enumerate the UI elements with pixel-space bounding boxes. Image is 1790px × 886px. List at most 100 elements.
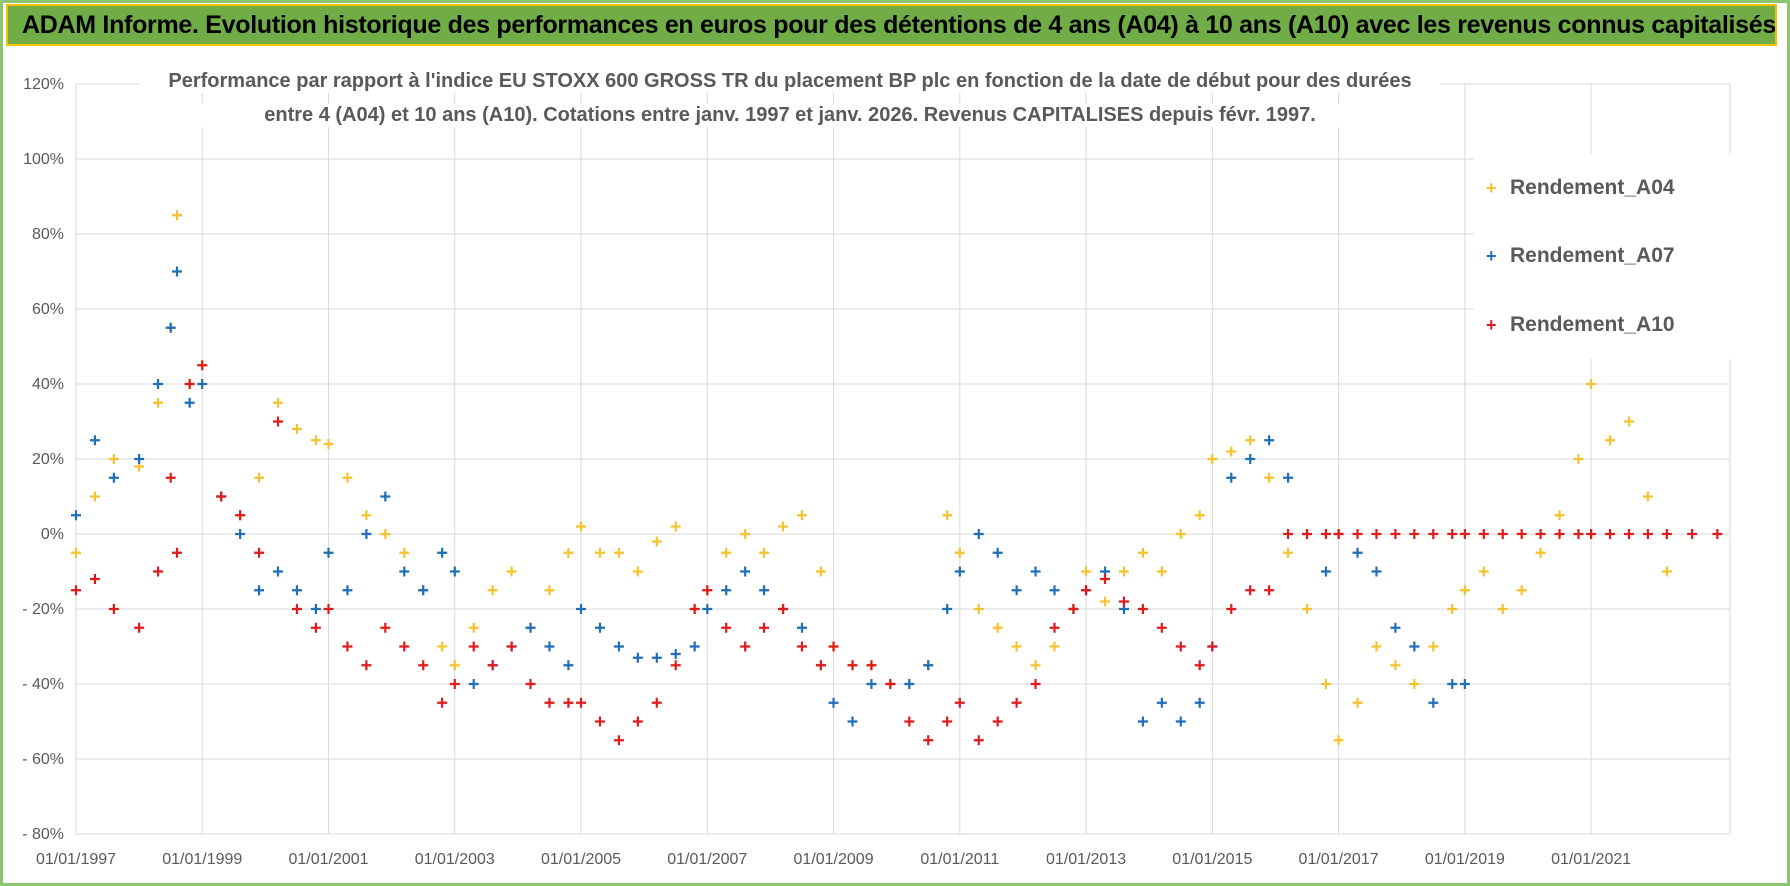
data-point bbox=[828, 641, 839, 652]
data-point bbox=[1642, 529, 1653, 539]
data-point bbox=[670, 660, 681, 671]
x-tick-label: 01/01/2013 bbox=[1046, 851, 1126, 868]
data-point bbox=[380, 491, 391, 502]
data-point bbox=[651, 697, 662, 708]
data-point bbox=[172, 266, 183, 277]
legend-label-a07: Rendement_A07 bbox=[1510, 244, 1675, 267]
data-point bbox=[291, 604, 302, 614]
plus-marker-icon: + bbox=[1486, 246, 1497, 266]
data-point bbox=[1175, 641, 1186, 652]
data-point bbox=[1428, 529, 1439, 539]
data-point bbox=[153, 566, 164, 577]
x-tick-label: 01/01/1997 bbox=[36, 851, 116, 868]
data-point bbox=[437, 547, 448, 558]
data-point bbox=[1605, 435, 1616, 446]
data-point bbox=[1390, 529, 1401, 539]
data-point bbox=[796, 641, 807, 652]
data-point bbox=[1459, 529, 1470, 539]
data-point bbox=[1049, 641, 1060, 652]
data-point bbox=[323, 604, 334, 614]
data-point bbox=[1100, 596, 1111, 607]
data-point bbox=[1226, 604, 1237, 614]
data-point bbox=[108, 454, 119, 464]
data-point bbox=[1447, 529, 1458, 539]
y-tick-label: 40% bbox=[32, 376, 64, 393]
plus-marker-icon: + bbox=[1486, 178, 1497, 198]
y-tick-label: 0% bbox=[41, 526, 64, 543]
data-point bbox=[1554, 529, 1565, 539]
data-point bbox=[815, 566, 826, 577]
data-point bbox=[594, 622, 605, 633]
y-tick-label: 60% bbox=[32, 301, 64, 318]
data-point bbox=[235, 529, 246, 539]
x-tick-label: 01/01/2009 bbox=[794, 851, 874, 868]
data-point bbox=[1623, 416, 1634, 427]
data-point bbox=[1030, 566, 1041, 577]
data-point bbox=[418, 585, 429, 596]
data-point bbox=[576, 697, 587, 708]
data-point bbox=[1156, 697, 1167, 708]
data-point bbox=[866, 660, 877, 671]
data-point bbox=[449, 566, 460, 577]
data-point bbox=[1535, 547, 1546, 558]
data-point bbox=[342, 641, 353, 652]
data-point bbox=[1245, 454, 1256, 464]
data-point bbox=[1333, 529, 1344, 539]
data-point bbox=[721, 622, 732, 633]
data-point bbox=[468, 679, 479, 689]
data-point bbox=[1245, 585, 1256, 596]
data-point bbox=[310, 435, 321, 446]
data-point bbox=[487, 660, 498, 671]
data-point bbox=[954, 547, 965, 558]
data-point bbox=[1447, 604, 1458, 614]
data-point bbox=[1586, 379, 1597, 389]
data-point bbox=[942, 510, 953, 521]
legend-label-a10: Rendement_A10 bbox=[1510, 313, 1675, 336]
data-point bbox=[1283, 547, 1294, 558]
data-point bbox=[973, 529, 984, 539]
data-point bbox=[594, 716, 605, 727]
data-point bbox=[254, 472, 265, 483]
data-point bbox=[1447, 679, 1458, 689]
data-point bbox=[1478, 529, 1489, 539]
data-point bbox=[1264, 435, 1275, 446]
data-point bbox=[273, 397, 284, 408]
data-point bbox=[1459, 679, 1470, 689]
data-point bbox=[1605, 529, 1616, 539]
data-point bbox=[1535, 529, 1546, 539]
data-point bbox=[1428, 641, 1439, 652]
y-tick-label: - 20% bbox=[22, 601, 64, 618]
data-point bbox=[885, 679, 896, 689]
data-point bbox=[172, 210, 183, 221]
data-point bbox=[1302, 604, 1313, 614]
data-point bbox=[1156, 622, 1167, 633]
data-point bbox=[1371, 641, 1382, 652]
data-point bbox=[1030, 660, 1041, 671]
y-tick-label: 100% bbox=[23, 151, 64, 168]
data-point bbox=[1207, 641, 1218, 652]
data-point bbox=[689, 604, 700, 614]
x-tick-label: 01/01/2019 bbox=[1425, 851, 1505, 868]
data-point bbox=[1194, 510, 1205, 521]
data-point bbox=[1156, 566, 1167, 577]
y-tick-label: 120% bbox=[23, 76, 64, 93]
x-tick-label: 01/01/2005 bbox=[541, 851, 621, 868]
data-point bbox=[1712, 529, 1723, 539]
data-point bbox=[973, 604, 984, 614]
data-point bbox=[632, 652, 643, 663]
series-Rendement_A07 bbox=[71, 266, 1470, 727]
data-point bbox=[153, 397, 164, 408]
banner-title: ADAM Informe. Evolution historique des p… bbox=[6, 4, 1777, 46]
data-point bbox=[778, 604, 789, 614]
data-point bbox=[310, 604, 321, 614]
data-point bbox=[1497, 604, 1508, 614]
data-point bbox=[89, 491, 100, 502]
data-point bbox=[847, 660, 858, 671]
data-point bbox=[437, 697, 448, 708]
data-point bbox=[1687, 529, 1698, 539]
data-point bbox=[71, 585, 81, 596]
data-point bbox=[702, 604, 713, 614]
data-point bbox=[759, 585, 770, 596]
data-point bbox=[740, 641, 751, 652]
